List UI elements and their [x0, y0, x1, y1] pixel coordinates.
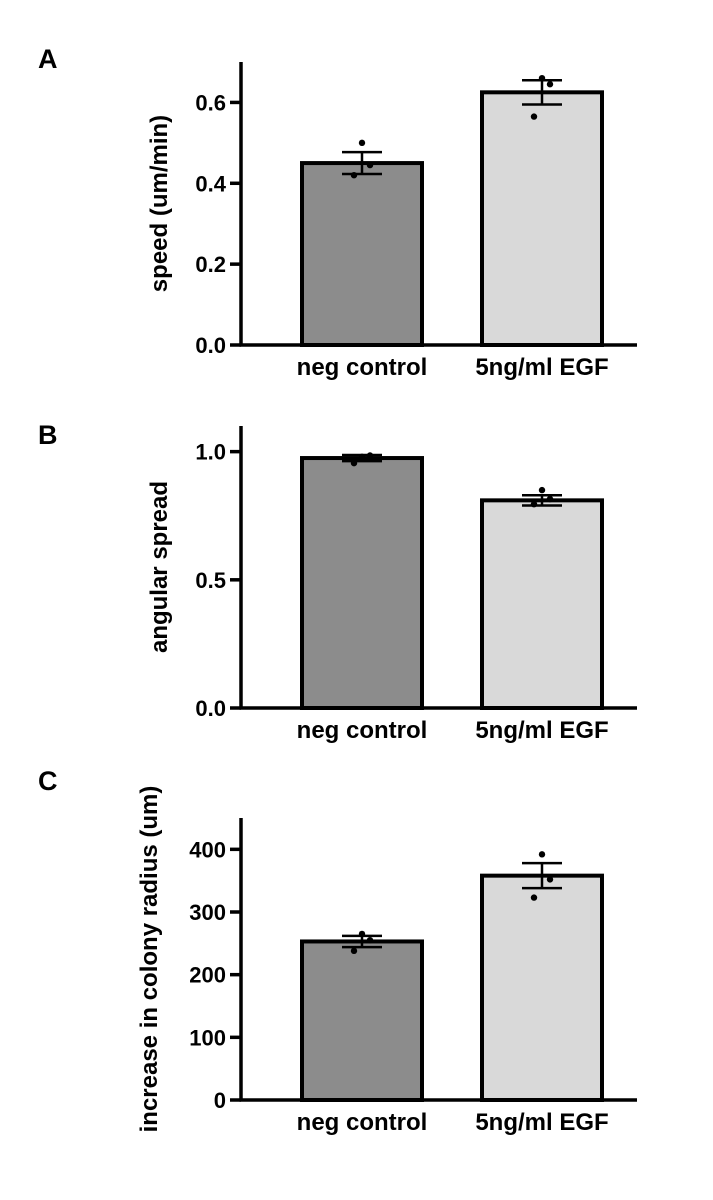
panel-a-y-axis-title: speed (um/min) — [146, 115, 173, 292]
panel-c-bar-neg-control — [300, 939, 424, 1102]
panel-b-y-axis-title: angular spread — [146, 481, 173, 653]
panel-b-y-tick-label: 0.0 — [195, 696, 226, 721]
panel-b-letter: B — [38, 420, 58, 450]
panel-a-bar-egf — [480, 90, 604, 347]
panel-b-data-point-egf — [530, 500, 538, 508]
panel-b-bar-egf — [480, 498, 604, 710]
panel-a-category-label: 5ng/ml EGF — [475, 354, 608, 381]
panel-c-y-tick-label: 200 — [189, 963, 226, 988]
panel-c-y-tick-label: 100 — [189, 1025, 226, 1050]
panel-b-bar-neg-control — [300, 456, 424, 710]
panel-a-y-tick-label: 0.2 — [195, 252, 226, 277]
panel-b-y-tick-label: 1.0 — [195, 440, 226, 465]
panel-c-y-tick-label: 300 — [189, 900, 226, 925]
panel-a-bar-neg-control — [300, 161, 424, 347]
panel-b-data-point-neg-control — [350, 459, 358, 467]
panel-c-data-point-neg-control — [358, 930, 366, 938]
panel-a-y-tick-label: 0.4 — [195, 171, 226, 196]
panel-b-data-point-neg-control — [358, 453, 366, 460]
panel-a-category-label: neg control — [297, 354, 428, 381]
panel-a-data-point-egf — [546, 81, 554, 88]
panel-a-y-tick-label: 0.0 — [195, 333, 226, 358]
panel-b-data-point-neg-control — [366, 452, 374, 459]
panel-c-category-label: neg control — [297, 1109, 428, 1136]
panel-c-category-label: 5ng/ml EGF — [475, 1109, 608, 1136]
panel-a-data-point-egf — [538, 74, 546, 82]
panel-b-y-tick-label: 0.5 — [195, 568, 226, 593]
panel-a-data-point-neg-control — [366, 161, 374, 169]
panel-c-y-tick-label: 0 — [214, 1088, 226, 1113]
panel-c-data-point-neg-control — [350, 947, 358, 955]
panel-c-bar-egf — [480, 873, 604, 1102]
panel-b-category-label: 5ng/ml EGF — [475, 717, 608, 744]
panel-b-category-label: neg control — [297, 717, 428, 744]
panel-c-data-point-egf — [546, 876, 554, 883]
panel-c-y-axis-title: increase in colony radius (um) — [136, 786, 163, 1133]
panel-a-data-point-egf — [530, 113, 538, 120]
panel-c-y-tick-label: 400 — [189, 837, 226, 862]
panel-c-data-point-egf — [538, 851, 546, 858]
panel-c-data-point-egf — [530, 894, 538, 901]
panel-c-letter: C — [38, 766, 58, 796]
panel-a-letter: A — [38, 44, 58, 74]
panel-a-data-point-neg-control — [358, 139, 366, 147]
panel-b-data-point-egf — [546, 495, 554, 503]
panel-c-data-point-neg-control — [366, 937, 374, 944]
panel-a-y-tick-label: 0.6 — [195, 90, 226, 115]
panel-a-data-point-neg-control — [350, 172, 358, 179]
panel-b-data-point-egf — [538, 486, 546, 494]
